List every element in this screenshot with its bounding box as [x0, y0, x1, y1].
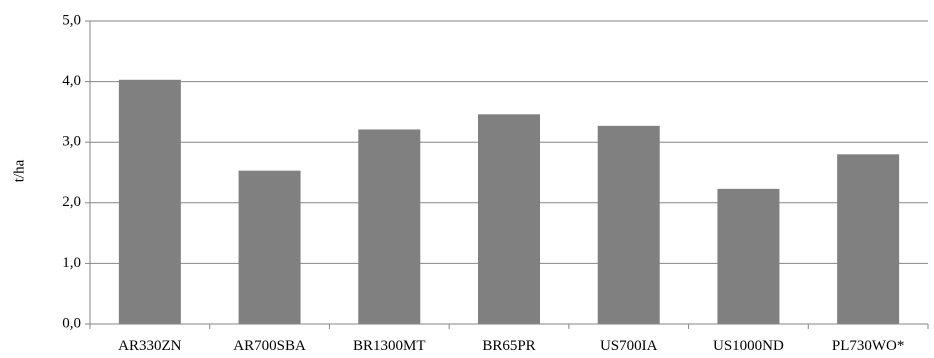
x-category-label: US700IA: [600, 338, 658, 354]
x-category-labels: AR330ZN AR700SBA BR1300MT BR65PR US700IA US10…: [118, 338, 904, 354]
y-axis-title: t/ha: [11, 159, 27, 182]
y-tick-label: 1,0: [62, 255, 81, 271]
bars: [118, 79, 900, 324]
y-tick-label: 3,0: [62, 134, 81, 150]
y-tick-label: 5,0: [62, 12, 81, 28]
bar-br1300mt: [358, 129, 421, 324]
bar-us1000nd: [717, 188, 780, 324]
axes: [85, 20, 929, 329]
x-category-label: AR330ZN: [118, 338, 182, 354]
x-category-label: US1000ND: [713, 338, 784, 354]
bar-ar330zn: [118, 79, 181, 324]
x-category-label: BR1300MT: [353, 338, 426, 354]
x-category-label: PL730WO*: [832, 338, 905, 354]
x-category-label: AR700SBA: [233, 338, 306, 354]
y-tick-labels: 0,0 1,0 2,0 3,0 4,0 5,0: [62, 12, 81, 331]
bar-br65pr: [478, 114, 540, 324]
y-tick-label: 4,0: [62, 73, 81, 89]
bar-ar700sba: [238, 170, 301, 324]
y-tick-label: 0,0: [62, 315, 81, 331]
bar-pl730wo: [837, 154, 900, 324]
x-category-label: BR65PR: [482, 338, 535, 354]
bar-us700ia: [597, 125, 660, 324]
y-tick-label: 2,0: [62, 194, 81, 210]
